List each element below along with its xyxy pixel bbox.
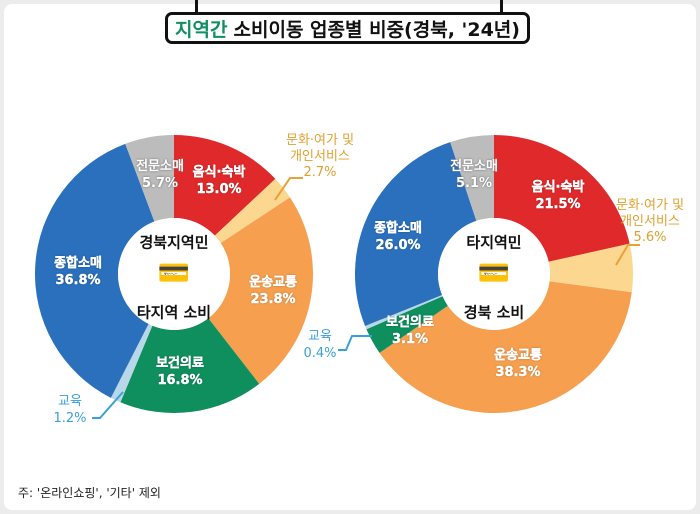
label-right-food: 음식·숙박 21.5% <box>531 180 585 212</box>
center-right-line1: 타지역민 <box>466 233 522 252</box>
title-hanger-right <box>500 0 503 14</box>
leader-left-education <box>92 391 124 419</box>
slice-left-3 <box>120 318 260 414</box>
slice-left-0 <box>174 135 276 236</box>
slice-right-5 <box>355 142 477 326</box>
label-right-specialty: 전문소매 5.1% <box>450 159 498 191</box>
slice-right-2 <box>379 281 632 413</box>
leader-right-culture <box>615 244 640 266</box>
title-highlight: 지역간 <box>175 18 228 41</box>
center-left-line1: 경북지역민 <box>139 233 209 252</box>
card-payment-icon: 💳 <box>157 258 191 289</box>
donut-right <box>355 135 633 413</box>
label-left-specialty: 전문소매 5.7% <box>136 159 184 191</box>
slice-right-4 <box>365 294 443 330</box>
donut-hole <box>118 218 230 330</box>
slice-left-2 <box>208 197 313 384</box>
slice-right-1 <box>548 243 633 293</box>
label-right-health: 보건의료 3.1% <box>386 315 434 347</box>
donut-hole <box>438 218 550 330</box>
slice-left-6 <box>125 135 174 222</box>
label-right-transport: 운송교통 38.3% <box>494 348 542 380</box>
label-left-culture: 문화·여가 및 개인서비스 2.7% <box>285 133 355 180</box>
slice-left-4 <box>110 323 153 403</box>
center-right-line2: 경북 소비 <box>463 303 525 322</box>
label-right-general: 종합소매 26.0% <box>374 221 422 253</box>
label-left-food: 음식·숙박 13.0% <box>192 165 246 197</box>
label-right-culture: 문화·여가 및 개인서비스 5.6% <box>615 198 685 245</box>
donut-left <box>35 135 313 414</box>
center-left-line2: 타지역 소비 <box>136 303 212 322</box>
label-left-health: 보건의료 16.8% <box>156 356 204 388</box>
label-left-education: 교육 1.2% <box>53 394 87 426</box>
slice-left-1 <box>214 178 290 244</box>
slice-right-6 <box>450 135 494 221</box>
slice-right-0 <box>494 135 630 262</box>
card-payment-icon: 💳 <box>477 258 511 289</box>
slice-left-5 <box>35 143 155 398</box>
label-left-general: 종합소매 36.8% <box>54 256 102 288</box>
leader-right-education <box>338 335 372 351</box>
title-hanger-left <box>195 0 198 14</box>
leader-left-culture <box>274 177 303 201</box>
chart-title: 지역간 소비이동 업종별 비중(경북, '24년) <box>165 12 530 44</box>
footnote: 주: '온라인쇼핑', '기타' 제외 <box>18 486 161 500</box>
title-rest: 소비이동 업종별 비중(경북, '24년) <box>233 18 520 41</box>
label-right-education: 교육 0.4% <box>303 329 337 361</box>
label-left-transport: 운송교통 23.8% <box>249 275 297 307</box>
slice-right-3 <box>366 296 448 353</box>
